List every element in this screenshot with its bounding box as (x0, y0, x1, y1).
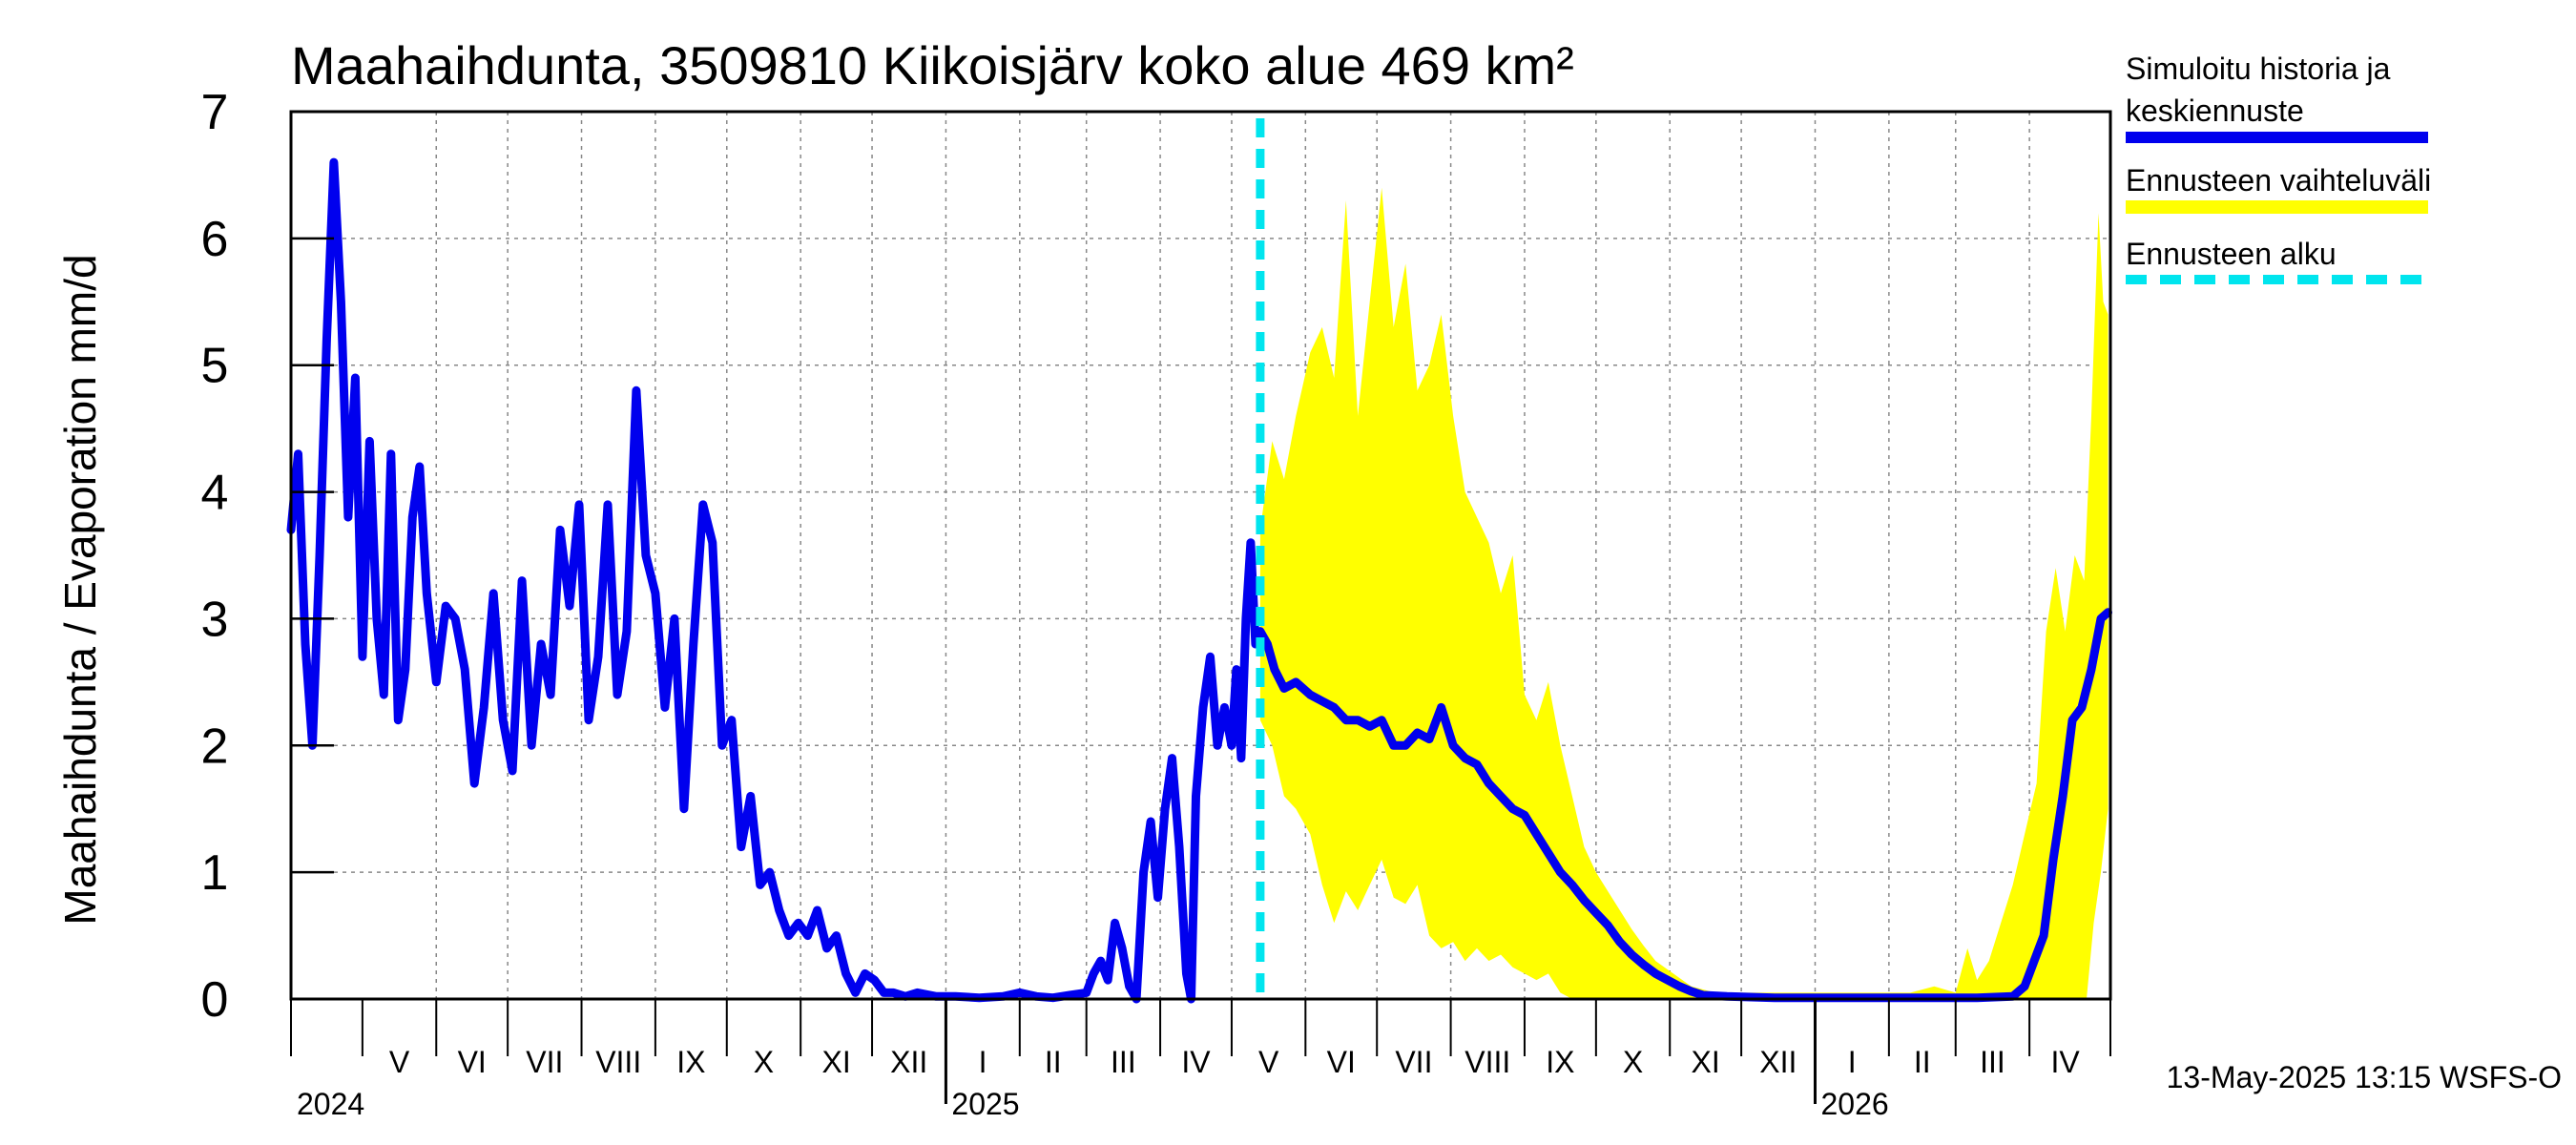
x-tick-label-month: IV (1181, 1045, 1211, 1079)
x-tick-label-month: VII (1395, 1045, 1432, 1079)
x-tick-label-month: II (1045, 1045, 1062, 1079)
x-tick-label-month: I (979, 1045, 987, 1079)
y-axis-label: Maahaihdunta / Evaporation mm/d (55, 254, 105, 925)
y-tick-label: 1 (201, 845, 229, 901)
x-tick-label-month: IX (676, 1045, 705, 1079)
x-tick-label-month: I (1848, 1045, 1857, 1079)
x-tick-label-year: 2024 (297, 1087, 364, 1121)
x-tick-label-month: III (1980, 1045, 2005, 1079)
legend: Simuloitu historia ja keskiennuste Ennus… (2126, 52, 2431, 284)
x-tick-label-month: XI (821, 1045, 850, 1079)
simulated-series-line (286, 157, 2112, 1004)
chart-title: Maahaihdunta, 3509810 Kiikoisjärv koko a… (291, 35, 1574, 95)
x-tick-label-month: IV (2050, 1045, 2080, 1079)
y-tick-label: 3 (201, 592, 229, 647)
x-tick-label-year: 2026 (1820, 1087, 1888, 1121)
y-tick-label: 2 (201, 718, 229, 774)
legend-label-forecast-start: Ennusteen alku (2126, 237, 2337, 271)
x-tick-label-month: V (1258, 1045, 1279, 1079)
x-axis: V VI VII VIII IX X XI XII I II III IV V VI VII VIII IX X X… (290, 999, 2111, 1121)
y-tick-label: 5 (201, 339, 229, 394)
x-tick-label-month: V (389, 1045, 410, 1079)
x-tick-label-month: VI (458, 1045, 487, 1079)
forecast-range-band-layer (1259, 187, 2109, 999)
y-tick-label: 0 (201, 972, 229, 1028)
x-tick-label-month: X (754, 1045, 774, 1079)
x-tick-label-month: XII (1759, 1045, 1797, 1079)
x-tick-label-month: X (1623, 1045, 1643, 1079)
x-tick-label-year: 2025 (951, 1087, 1019, 1121)
plot-frame (289, 110, 2112, 1001)
x-tick-label-month: VI (1327, 1045, 1356, 1079)
x-tick-label-month: XI (1692, 1045, 1720, 1079)
y-tick-label: 7 (201, 85, 229, 140)
legend-label-range: Ennusteen vaihteluväli (2126, 163, 2431, 198)
x-tick-label-month: II (1914, 1045, 1931, 1079)
legend-label-simulated-line1: Simuloitu historia ja (2126, 52, 2391, 86)
x-tick-label-month: XII (890, 1045, 927, 1079)
simulated-line-layer (286, 157, 2112, 1004)
x-tick-label-month: VIII (595, 1045, 641, 1079)
y-axis: 0 1 2 3 4 5 6 7 (201, 85, 334, 1028)
y-tick-label: 6 (201, 212, 229, 267)
x-tick-label-month: IX (1546, 1045, 1574, 1079)
footer-timestamp: 13-May-2025 13:15 WSFS-O (2167, 1060, 2562, 1094)
y-tick-label: 4 (201, 466, 229, 521)
x-tick-label-month: III (1111, 1045, 1136, 1079)
x-tick-label-month: VII (526, 1045, 563, 1079)
legend-label-simulated-line2: keskiennuste (2126, 94, 2304, 128)
forecast-range-band (1259, 187, 2109, 999)
x-tick-label-month: VIII (1465, 1045, 1510, 1079)
